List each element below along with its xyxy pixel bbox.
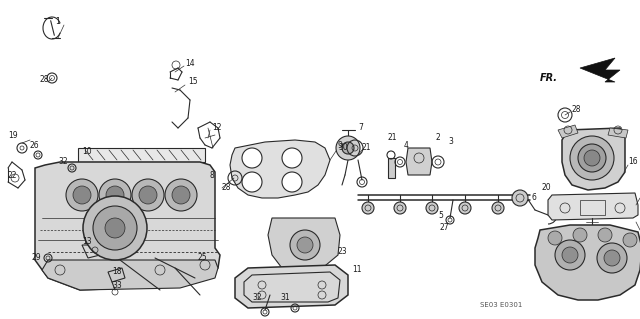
Text: 11: 11 bbox=[352, 265, 362, 275]
Circle shape bbox=[426, 202, 438, 214]
Text: 9: 9 bbox=[338, 140, 343, 150]
Text: 20: 20 bbox=[542, 183, 552, 192]
Circle shape bbox=[290, 230, 320, 260]
Polygon shape bbox=[548, 193, 638, 220]
Polygon shape bbox=[235, 265, 348, 308]
Circle shape bbox=[73, 186, 91, 204]
Text: 7: 7 bbox=[358, 123, 363, 132]
Circle shape bbox=[578, 144, 606, 172]
Circle shape bbox=[282, 148, 302, 168]
Text: 15: 15 bbox=[188, 78, 198, 86]
Text: SE03 E0301: SE03 E0301 bbox=[480, 302, 522, 308]
Circle shape bbox=[172, 186, 190, 204]
Circle shape bbox=[139, 186, 157, 204]
Text: 12: 12 bbox=[212, 123, 221, 132]
Circle shape bbox=[93, 206, 137, 250]
Text: 28: 28 bbox=[40, 76, 49, 85]
Text: 32: 32 bbox=[58, 158, 68, 167]
Text: 25: 25 bbox=[198, 254, 207, 263]
Circle shape bbox=[66, 179, 98, 211]
Polygon shape bbox=[535, 225, 640, 300]
Circle shape bbox=[459, 202, 471, 214]
Polygon shape bbox=[78, 148, 205, 162]
Text: 13: 13 bbox=[82, 238, 92, 247]
Text: 31: 31 bbox=[280, 293, 290, 302]
Text: 32: 32 bbox=[252, 293, 262, 302]
Circle shape bbox=[105, 218, 125, 238]
Polygon shape bbox=[35, 162, 220, 290]
Text: 21: 21 bbox=[388, 133, 397, 143]
Text: 33: 33 bbox=[112, 280, 122, 290]
Circle shape bbox=[604, 250, 620, 266]
Circle shape bbox=[548, 231, 562, 245]
Circle shape bbox=[362, 202, 374, 214]
Text: 3: 3 bbox=[448, 137, 453, 146]
Circle shape bbox=[282, 172, 302, 192]
Circle shape bbox=[512, 190, 528, 206]
Circle shape bbox=[584, 150, 600, 166]
Circle shape bbox=[242, 148, 262, 168]
Circle shape bbox=[623, 233, 637, 247]
Circle shape bbox=[132, 179, 164, 211]
Text: 2: 2 bbox=[436, 133, 441, 143]
Text: 16: 16 bbox=[628, 158, 637, 167]
Text: 21: 21 bbox=[362, 144, 371, 152]
Text: 18: 18 bbox=[112, 268, 122, 277]
Text: 29: 29 bbox=[32, 254, 42, 263]
Text: 23: 23 bbox=[338, 248, 348, 256]
Circle shape bbox=[597, 243, 627, 273]
Polygon shape bbox=[230, 140, 330, 198]
Circle shape bbox=[297, 237, 313, 253]
Polygon shape bbox=[388, 158, 395, 178]
Circle shape bbox=[242, 172, 262, 192]
Circle shape bbox=[570, 136, 614, 180]
Text: 1: 1 bbox=[55, 18, 60, 26]
Text: 5: 5 bbox=[438, 211, 443, 219]
Text: 28: 28 bbox=[222, 183, 232, 192]
Text: 28: 28 bbox=[572, 106, 582, 115]
Text: 4: 4 bbox=[404, 140, 409, 150]
Text: FR.: FR. bbox=[540, 73, 558, 83]
Circle shape bbox=[342, 142, 354, 154]
Text: 8: 8 bbox=[210, 170, 215, 180]
Circle shape bbox=[573, 228, 587, 242]
Polygon shape bbox=[580, 58, 620, 82]
Circle shape bbox=[165, 179, 197, 211]
Text: 19: 19 bbox=[8, 130, 18, 139]
Text: 10: 10 bbox=[82, 147, 92, 157]
Circle shape bbox=[394, 202, 406, 214]
Circle shape bbox=[99, 179, 131, 211]
Polygon shape bbox=[558, 125, 578, 138]
Circle shape bbox=[106, 186, 124, 204]
Circle shape bbox=[555, 240, 585, 270]
Text: 30: 30 bbox=[338, 144, 348, 152]
Circle shape bbox=[492, 202, 504, 214]
Text: 14: 14 bbox=[185, 60, 195, 69]
Circle shape bbox=[598, 228, 612, 242]
Circle shape bbox=[336, 136, 360, 160]
Circle shape bbox=[562, 247, 578, 263]
Polygon shape bbox=[562, 128, 625, 190]
Polygon shape bbox=[42, 260, 218, 290]
Text: 27: 27 bbox=[440, 224, 450, 233]
Text: 22: 22 bbox=[8, 170, 17, 180]
Text: 6: 6 bbox=[532, 194, 537, 203]
Polygon shape bbox=[608, 128, 628, 138]
Polygon shape bbox=[268, 218, 340, 272]
Circle shape bbox=[83, 196, 147, 260]
Text: 26: 26 bbox=[30, 140, 40, 150]
Polygon shape bbox=[406, 148, 432, 175]
